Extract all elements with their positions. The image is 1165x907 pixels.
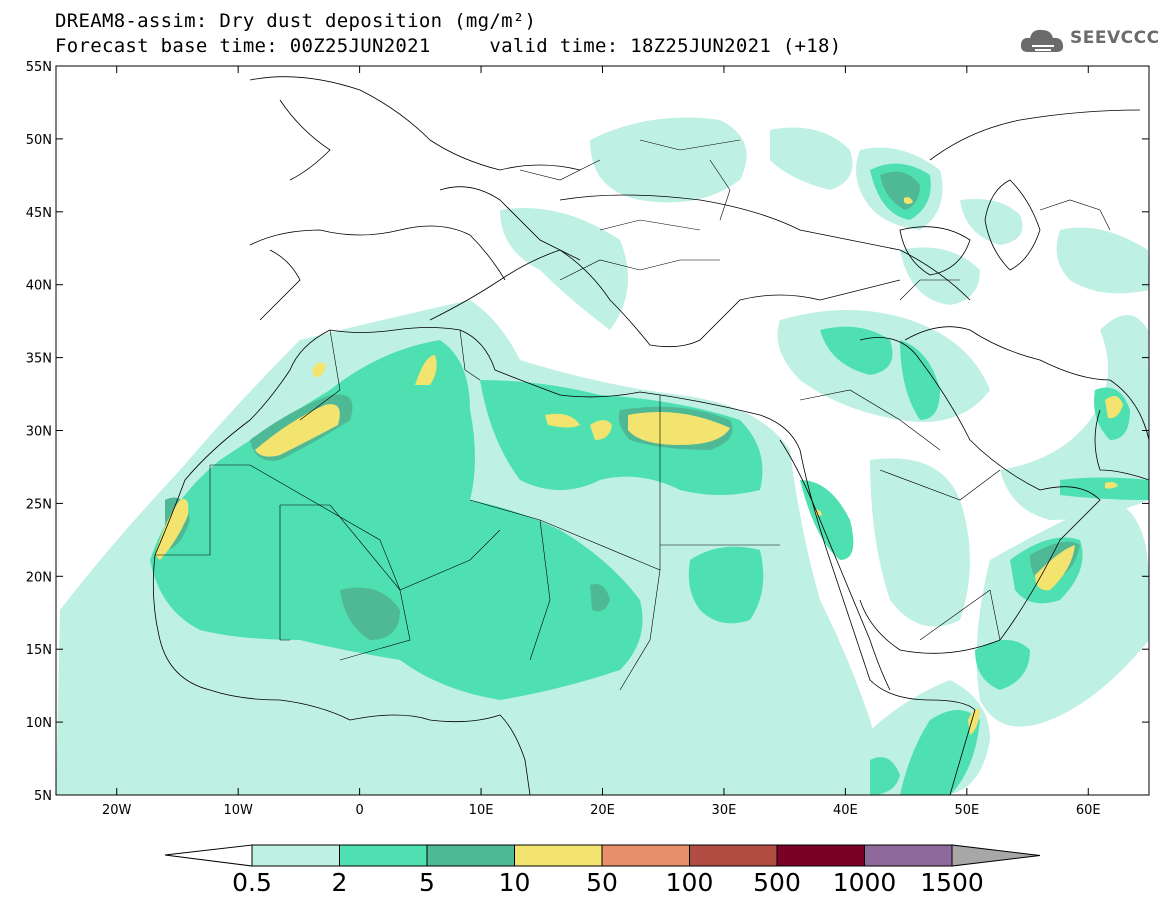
lon-tick-label: 10W [223, 803, 253, 818]
coastlines [152, 76, 1149, 795]
forecast-time-line: Forecast base time: 00Z25JUN2021 valid t… [55, 35, 842, 57]
colorbar-box [601, 844, 690, 867]
dust-level-10 [155, 197, 1123, 735]
lat-tick-label: 10N [26, 716, 52, 731]
colorbar-label: 1500 [920, 868, 984, 897]
colorbar-label: 50 [586, 868, 618, 897]
colorbar-label: 500 [753, 868, 801, 897]
latitude-labels: 5N 10N 15N 20N 25N 30N 35N 40N 45N 50N 55N [26, 60, 52, 804]
lat-tick-label: 25N [26, 497, 52, 512]
lat-tick-label: 5N [34, 789, 52, 804]
country-borders [155, 139, 1111, 691]
logo-text: SEEVCCC [1070, 28, 1160, 48]
colorbar-box [776, 844, 865, 867]
cloud-logo-icon [1020, 29, 1064, 52]
colorbar-box [251, 844, 340, 867]
lon-tick-label: 50E [954, 803, 979, 818]
lat-tick-label: 15N [26, 643, 52, 658]
lat-tick-label: 45N [26, 206, 52, 221]
colorbar-label: 10 [498, 868, 531, 897]
colorbar-box [514, 844, 603, 867]
colorbar-box [426, 844, 515, 867]
colorbar-label: 1000 [832, 868, 897, 897]
colorbar-boxes [251, 844, 1041, 867]
colorbar-box [864, 844, 953, 867]
lat-tick-label: 50N [26, 133, 52, 148]
colorbar-low-arrow [164, 844, 253, 867]
lat-tick-label: 20N [26, 570, 52, 585]
lon-tick-label: 20W [102, 803, 132, 818]
axis-ticks [56, 65, 1149, 796]
lon-tick-label: 10E [469, 803, 494, 818]
colorbar-label: 100 [665, 868, 714, 897]
lon-tick-label: 40E [833, 803, 858, 818]
longitude-labels: 20W 10W 0 10E 20E 30E 40E 50E 60E [102, 803, 1101, 818]
lat-tick-label: 55N [26, 60, 52, 75]
colorbar [164, 844, 1041, 867]
colorbar-label: 2 [331, 868, 348, 897]
lon-tick-label: 60E [1076, 803, 1101, 818]
lat-tick-label: 35N [26, 352, 52, 367]
colorbar-label: 0.5 [232, 868, 272, 897]
colorbar-label: 5 [419, 868, 435, 897]
dust-field [56, 117, 1149, 795]
map-title: DREAM8-assim: Dry dust deposition (mg/m²… [55, 10, 537, 32]
lon-tick-label: 20E [590, 803, 615, 818]
lat-tick-label: 30N [26, 425, 52, 440]
lon-tick-label: 0 [355, 803, 363, 818]
colorbar-high-arrow [951, 844, 1041, 867]
lon-tick-label: 30E [712, 803, 737, 818]
colorbar-box [339, 844, 428, 867]
colorbar-box [689, 844, 778, 867]
lat-tick-label: 40N [26, 279, 52, 294]
seevccc-logo: SEEVCCC [1018, 22, 1160, 62]
